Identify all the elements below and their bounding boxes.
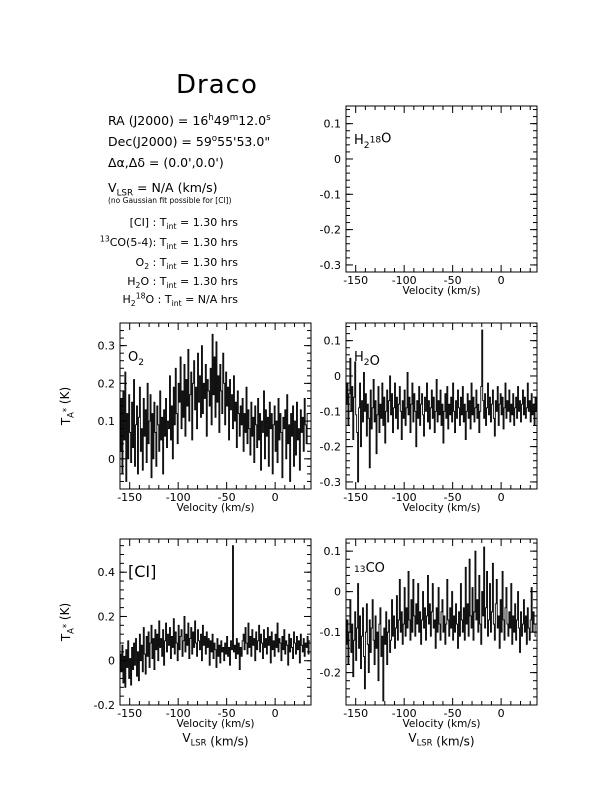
- y-tick-label: -0.2: [320, 441, 341, 454]
- x-axis-label: Velocity (km/s): [402, 502, 480, 514]
- species-label: H218O: [354, 132, 391, 151]
- species-label: H2O: [354, 350, 380, 369]
- x-tick-label: -150: [343, 491, 368, 504]
- ra-line: RA (J2000) = 16h49m12.0s: [108, 112, 271, 128]
- species-label: 13CO: [354, 561, 385, 576]
- panel-o2: -150 -100 -50 0 0 0.1 0.2 0.3 Velocity (km/s) TA*…: [58, 322, 312, 514]
- x-tick-label: -150: [343, 707, 368, 720]
- y-tick-label: 0.1: [98, 415, 116, 428]
- plot-frame: [119, 538, 312, 706]
- offset-line: Δα,Δδ = (0.0',0.0'): [108, 155, 224, 170]
- x-tick-label: -100: [392, 274, 417, 287]
- y-axis-label: TA* (K): [58, 387, 76, 426]
- y-tick-label: -0.1: [320, 405, 341, 418]
- x-tick-label: -100: [392, 491, 417, 504]
- gaussian-note: (no Gaussian fit possible for [CI]): [108, 196, 232, 205]
- y-tick-label: 0.2: [98, 610, 116, 623]
- y-tick-label: -0.1: [320, 626, 341, 639]
- y-tick-label: 0.4: [98, 566, 116, 579]
- plot-frame: [345, 538, 538, 706]
- y-tick-label: 0: [108, 453, 115, 466]
- y-axis-label: TA* (K): [58, 603, 76, 642]
- int-h218o: H218O : Tint = N/A hrs: [122, 291, 239, 309]
- int-ci: [CI] : Tint = 1.30 hrs: [129, 216, 238, 232]
- y-tick-label: -0.3: [320, 259, 341, 272]
- y-tick-label: 0.3: [98, 340, 116, 353]
- x-tick-label: -150: [117, 707, 142, 720]
- x-axis-label: Velocity (km/s): [402, 285, 480, 297]
- x-axis-label: Velocity (km/s): [176, 718, 254, 730]
- x-tick-label: -150: [117, 491, 142, 504]
- y-tick-label: -0.2: [94, 699, 115, 712]
- y-tick-label: 0: [334, 586, 341, 599]
- dec-line: Dec(J2000) = 59o55'53.0": [108, 133, 271, 149]
- panel-h2o: -150 -100 -50 0 -0.3 -0.2 -0.1 0 0.1 Velocity (km…: [320, 322, 538, 514]
- x-axis-label: Velocity (km/s): [402, 718, 480, 730]
- y-tick-label: 0.2: [98, 377, 116, 390]
- x-tick-label: -50: [444, 491, 462, 504]
- x-tick-label: -50: [218, 707, 236, 720]
- vlsr-line: VLSR = N/A (km/s): [108, 180, 218, 199]
- x-tick-label: -100: [392, 707, 417, 720]
- y-tick-label: 0.1: [324, 545, 342, 558]
- species-label: O2: [128, 350, 144, 368]
- y-tick-label: -0.2: [320, 667, 341, 680]
- panel-13co: -150 -100 -50 0 -0.2 -0.1 0 0.1 Velocity (km/s)V…: [320, 538, 538, 749]
- int-h2o: H2O : Tint = 1.30 hrs: [127, 275, 238, 291]
- species-label: [CI]: [128, 562, 156, 581]
- panel-ci: -150 -100 -50 0 -0.2 0 0.2 0.4 Velocity (km/s)VL…: [58, 538, 312, 749]
- y-tick-label: -0.2: [320, 224, 341, 237]
- x-tick-label: 0: [498, 491, 505, 504]
- plot-frame: [345, 322, 538, 490]
- int-13co: 13CO(5-4): Tint = 1.30 hrs: [99, 234, 238, 252]
- x-tick-label: -100: [166, 491, 191, 504]
- y-tick-label: 0: [334, 370, 341, 383]
- spectrum-line: [346, 329, 537, 483]
- y-tick-label: 0.1: [324, 118, 342, 131]
- plot-frame: [345, 105, 538, 273]
- panel-h218o: -150 -100 -50 0 -0.3 -0.2 -0.1 0 0.1 Velocity (km…: [320, 105, 538, 297]
- x-tick-label: -50: [444, 707, 462, 720]
- x-axis-label-vlsr: VLSR (km/s): [408, 731, 474, 749]
- x-tick-label: -50: [444, 274, 462, 287]
- spectrum-line: [120, 545, 311, 688]
- y-tick-label: -0.1: [320, 188, 341, 201]
- int-o2: O2 : Tint = 1.30 hrs: [135, 256, 238, 272]
- x-tick-label: 0: [272, 491, 279, 504]
- x-axis-label-vlsr: VLSR (km/s): [182, 731, 248, 749]
- y-axis-label-text: TA* (K): [58, 603, 76, 642]
- y-tick-label: 0: [334, 153, 341, 166]
- y-tick-label: 0.1: [324, 335, 342, 348]
- x-tick-label: -50: [218, 491, 236, 504]
- spectrum-line: [346, 546, 537, 702]
- source-title: Draco: [176, 70, 258, 100]
- x-tick-label: -150: [343, 274, 368, 287]
- x-tick-label: 0: [272, 707, 279, 720]
- spectrum-line: [120, 333, 309, 482]
- x-axis-label: Velocity (km/s): [176, 502, 254, 514]
- x-tick-label: 0: [498, 707, 505, 720]
- y-axis-label-text: TA* (K): [58, 387, 76, 426]
- y-tick-label: 0: [108, 655, 115, 668]
- x-tick-label: 0: [498, 274, 505, 287]
- x-tick-label: -100: [166, 707, 191, 720]
- y-tick-label: -0.3: [320, 476, 341, 489]
